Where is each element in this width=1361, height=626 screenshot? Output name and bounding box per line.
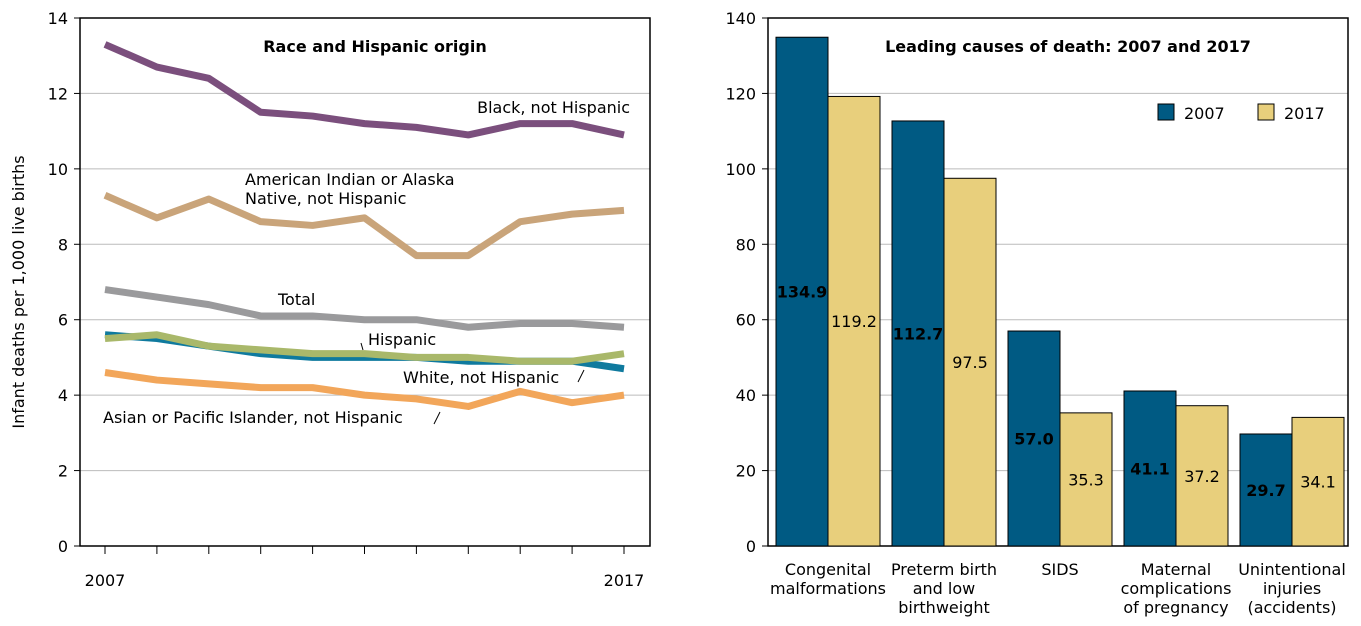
y-tick-label: 12 xyxy=(48,84,68,103)
bar xyxy=(775,36,829,547)
y-tick-label: 80 xyxy=(736,235,756,254)
x-tick-label: Unintentional injuries (accidents) xyxy=(1238,560,1346,617)
x-tick-label: SIDS xyxy=(1041,560,1079,579)
bar xyxy=(1059,412,1113,547)
y-tick-label: 40 xyxy=(736,386,756,405)
y-tick-label: 140 xyxy=(725,9,756,28)
x-tick-label: Congenital malformations xyxy=(770,560,886,598)
y-tick-label: 0 xyxy=(58,537,68,556)
y-axis-label: Infant deaths per 1,000 live births xyxy=(9,155,28,428)
y-tick-label: 6 xyxy=(58,311,68,330)
series-line xyxy=(104,331,625,365)
series-label: Black, not Hispanic xyxy=(477,98,630,117)
value-label: 35.3 xyxy=(1068,470,1104,489)
series-label: White, not Hispanic xyxy=(403,368,560,387)
value-label: 119.2 xyxy=(831,312,877,331)
series-line xyxy=(103,41,625,139)
bar xyxy=(891,120,945,547)
bar xyxy=(1007,330,1061,547)
panel-title: Race and Hispanic origin xyxy=(263,37,487,56)
series-label: Asian or Pacific Islander, not Hispanic xyxy=(103,408,403,427)
series-label: American Indian or Alaska Native, not Hi… xyxy=(245,170,455,208)
bar xyxy=(827,95,881,547)
bar xyxy=(1123,390,1177,547)
legend-label: 2007 xyxy=(1184,104,1225,123)
value-label: 97.5 xyxy=(952,353,988,372)
value-label: 34.1 xyxy=(1300,473,1336,492)
bar xyxy=(1291,416,1345,547)
y-tick-label: 14 xyxy=(48,9,68,28)
y-tick-label: 10 xyxy=(48,160,68,179)
y-tick-label: 4 xyxy=(58,386,68,405)
value-label: 112.7 xyxy=(893,324,944,343)
leader-line xyxy=(577,369,585,383)
y-tick-label: 8 xyxy=(58,235,68,254)
y-tick-label: 2 xyxy=(58,462,68,481)
legend-label: 2017 xyxy=(1284,104,1325,123)
x-tick-label: 2017 xyxy=(604,571,645,590)
legend-swatch xyxy=(1157,103,1175,121)
y-tick-label: 100 xyxy=(725,160,756,179)
value-label: 57.0 xyxy=(1014,430,1053,449)
x-tick-label: 2007 xyxy=(85,571,126,590)
series-line xyxy=(103,192,625,260)
value-label: 29.7 xyxy=(1246,481,1285,500)
series-label: Total xyxy=(278,290,316,309)
bar xyxy=(943,177,997,547)
x-tick-label: Preterm birth and low birthweight xyxy=(890,560,998,617)
series-line xyxy=(104,286,625,331)
value-label: 41.1 xyxy=(1130,459,1169,478)
bar xyxy=(1175,405,1229,547)
value-label: 37.2 xyxy=(1184,467,1220,486)
y-tick-label: 20 xyxy=(736,462,756,481)
leader-line xyxy=(360,342,364,351)
x-tick-label: Maternal complications of pregnancy xyxy=(1120,560,1232,617)
leader-line xyxy=(433,411,441,425)
y-tick-label: 120 xyxy=(725,84,756,103)
panel-title: Leading causes of death: 2007 and 2017 xyxy=(885,37,1251,56)
series-line xyxy=(104,369,625,410)
y-tick-label: 60 xyxy=(736,311,756,330)
y-tick-label: 0 xyxy=(746,537,756,556)
bar xyxy=(1239,433,1293,547)
value-label: 134.9 xyxy=(777,283,828,302)
legend-swatch xyxy=(1257,103,1275,121)
series-label: Hispanic xyxy=(368,330,437,349)
